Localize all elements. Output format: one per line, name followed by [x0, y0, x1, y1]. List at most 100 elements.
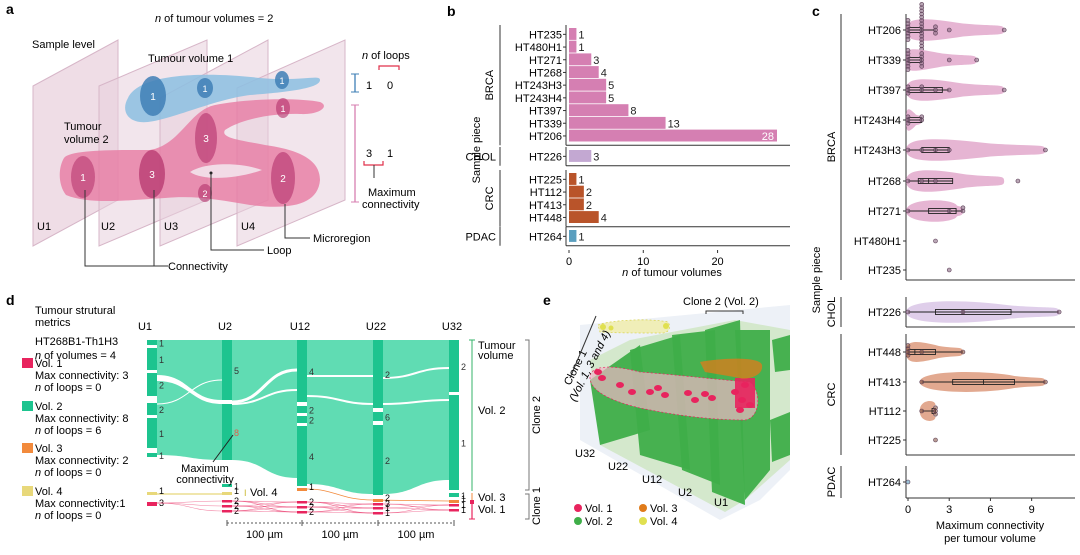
vol2-node-label: 1	[234, 482, 239, 492]
data-point	[960, 205, 966, 211]
vol2-node-label: 4	[309, 367, 314, 377]
microregion-v2-u2	[139, 150, 165, 198]
microregion-label: 1	[80, 173, 86, 184]
vol1-spot	[691, 397, 699, 403]
data-point	[919, 114, 925, 120]
legend-label: Vol. 3	[650, 503, 678, 515]
y-axis-title: Sample piece	[471, 117, 483, 184]
layer-label: U3	[164, 221, 178, 233]
flow-split	[231, 389, 298, 405]
vol2-node-label: 2	[159, 405, 164, 415]
vol2-node-label: 1	[159, 429, 164, 439]
layer-label: U1	[37, 221, 51, 233]
vol4-hull	[597, 319, 670, 334]
data-point	[946, 267, 952, 273]
vol3-node-label: 1	[461, 494, 466, 504]
group-label: CRC	[484, 186, 496, 210]
microregion-label: 1	[150, 92, 156, 103]
vol2-node-label: 2	[385, 370, 390, 380]
vol2-node	[222, 404, 232, 460]
vol2-node-label: 1	[159, 355, 164, 365]
vol2-node-label: 5	[234, 366, 239, 376]
microregion-v1-u2	[140, 76, 166, 116]
right-vol2-label: Vol. 2	[478, 405, 506, 417]
legend-max-connectivity: Max connectivity: 3	[35, 370, 129, 382]
data-point	[933, 405, 938, 411]
box	[917, 178, 954, 184]
data-point	[946, 27, 952, 33]
bar-value-label: 1	[578, 29, 584, 41]
sample-label: HT225	[868, 435, 901, 447]
scale-bar-label: 100 µm	[322, 529, 359, 541]
group-label: CRC	[826, 383, 838, 407]
legend-swatch	[22, 358, 33, 368]
sample-label: HT235	[868, 265, 901, 277]
panel-e-legend: Vol. 1 Vol. 3 Vol. 2 Vol. 4	[574, 503, 678, 528]
clone1-label: Clone 1	[531, 487, 543, 525]
data-point	[933, 411, 938, 417]
data-point	[974, 57, 979, 63]
vol1-node	[297, 511, 307, 514]
bar	[569, 78, 607, 91]
category-label: HT226	[529, 151, 562, 163]
category-label: HT112	[530, 187, 562, 199]
vol1-max-connectivity: 1	[366, 80, 372, 92]
sample-label: HT397	[868, 85, 901, 97]
bar	[569, 173, 577, 185]
legend-label: Vol. 2	[585, 516, 613, 528]
x-axis-title-2: per tumour volume	[944, 533, 1036, 545]
layer-label: U2	[218, 321, 232, 333]
vol3-node	[373, 499, 383, 502]
vol1-spot	[628, 389, 636, 395]
category-label: HT339	[529, 118, 562, 130]
bar	[569, 104, 629, 117]
vol2-node	[297, 426, 307, 486]
sample-id: HT268B1-Th1H3	[35, 336, 118, 348]
legend-swatch	[22, 443, 33, 453]
vol2-node-label: 2	[309, 416, 314, 426]
sample-label: HT448	[868, 347, 901, 359]
vol2-node-label: 1	[461, 491, 466, 501]
microregion-label: 2	[202, 189, 207, 199]
tumour-volume-1-shape	[125, 74, 320, 123]
violin	[906, 139, 1046, 161]
bar-value-label: 1	[578, 42, 584, 54]
tumour-volume-2-label-2: volume 2	[64, 134, 109, 146]
category-label: HT243H3	[515, 80, 562, 92]
data-point	[919, 408, 925, 414]
data-point	[919, 64, 925, 69]
max-conn-pointer	[212, 434, 234, 463]
vol1-regions	[594, 369, 755, 413]
category-label: HT448	[529, 212, 562, 224]
vol2-node	[373, 412, 383, 421]
category-label: HT397	[529, 106, 562, 118]
panel-b: b BRCA HT235 1 HT480H1 1 HT271 3 HT268 4 HT243H3 5…	[447, 3, 790, 279]
tumour-volume-2-shape	[59, 99, 324, 207]
vol1-spot	[598, 375, 606, 381]
data-point	[960, 349, 966, 355]
bar	[569, 116, 666, 129]
vol1-spot	[646, 389, 654, 395]
bar	[569, 211, 599, 223]
vol2-flow	[157, 340, 222, 400]
right-vol3-label: Vol. 3	[478, 492, 506, 504]
n-volumes: n of volumes = 4	[35, 350, 116, 362]
max-conn-annotation-1: Maximum	[181, 463, 229, 475]
legend-label: Vol. 1	[585, 503, 613, 515]
violin	[906, 170, 1005, 192]
group-label: BRCA	[826, 131, 838, 162]
data-point	[933, 178, 938, 184]
vol1-spot	[735, 378, 755, 408]
vol1-node	[222, 510, 232, 513]
right-vol1-label: Vol. 1	[478, 504, 506, 516]
max-connectivity-label-1: Maximum	[368, 187, 416, 199]
microregion-label: 1	[279, 76, 284, 86]
vol2-node-label: 1	[461, 439, 466, 449]
bar	[569, 185, 584, 198]
microregion-v2-u4	[271, 152, 295, 204]
legend-dot	[639, 504, 647, 512]
data-point	[905, 208, 911, 214]
vol3-node	[297, 488, 307, 491]
vol1-hull	[589, 366, 758, 421]
violin-chart-c: BRCA HT206 HT339 HT397 HT243H4 HT243H3 HT268 HT…	[811, 2, 1075, 545]
